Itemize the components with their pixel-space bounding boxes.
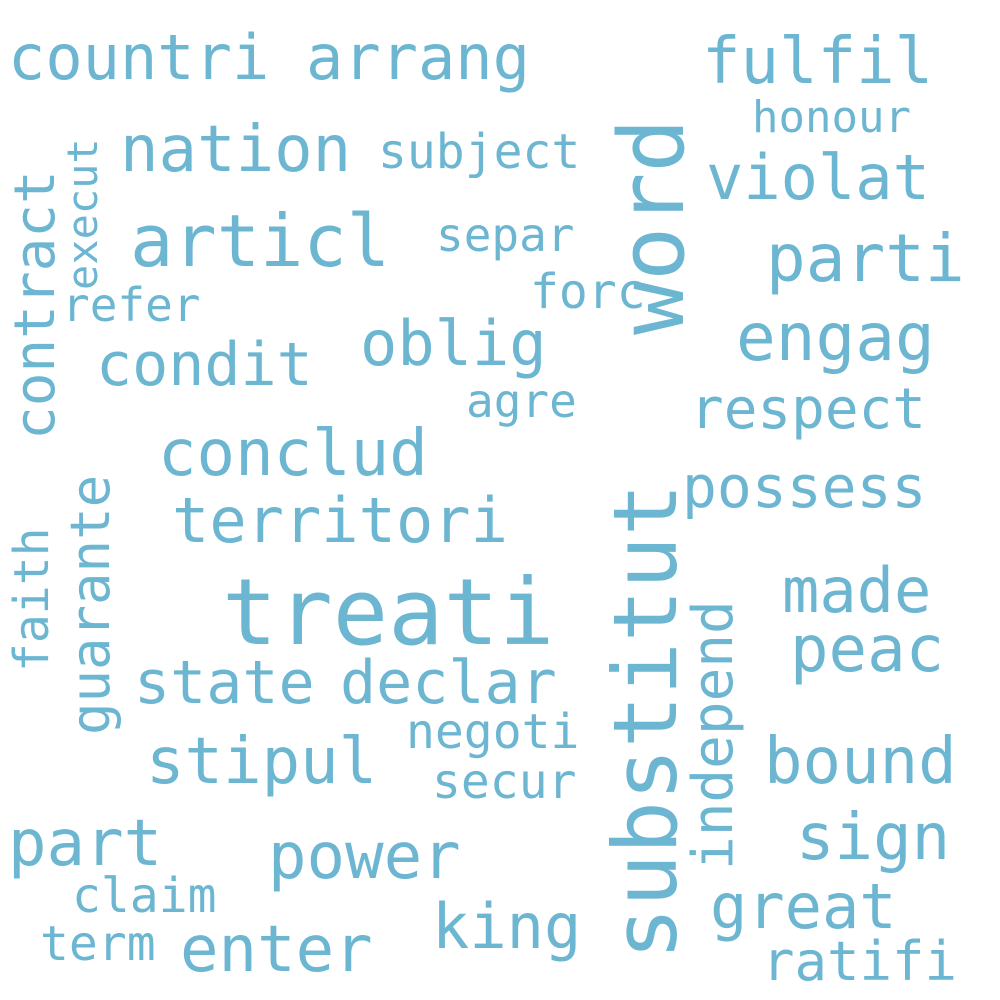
word-stipul: stipul bbox=[146, 725, 378, 799]
word-enter: enter bbox=[180, 913, 373, 987]
word-guarante: guarante bbox=[59, 474, 122, 735]
word-sign: sign bbox=[796, 801, 951, 875]
word-declar: declar bbox=[340, 648, 557, 718]
word-forc: forc bbox=[530, 264, 646, 320]
word-territori: territori bbox=[172, 484, 508, 557]
word-faith: faith bbox=[4, 527, 60, 673]
word-part: part bbox=[8, 807, 163, 881]
word-execut: execut bbox=[58, 138, 107, 290]
word-king: king bbox=[432, 890, 582, 963]
word-engag: engag bbox=[736, 299, 935, 376]
word-term: term bbox=[40, 916, 156, 972]
word-bound: bound bbox=[764, 725, 957, 799]
word-countri: countri bbox=[8, 21, 270, 94]
word-fulfil: fulfil bbox=[702, 25, 934, 99]
word-secur: secur bbox=[432, 754, 577, 810]
word-conclud: conclud bbox=[158, 417, 428, 491]
word-separ: separ bbox=[436, 208, 575, 262]
word-state: state bbox=[134, 648, 315, 718]
word-condit: condit bbox=[96, 330, 313, 400]
word-parti: parti bbox=[766, 220, 965, 297]
word-claim: claim bbox=[72, 868, 217, 924]
word-oblig: oblig bbox=[360, 307, 547, 380]
word-substitut: substitut bbox=[594, 483, 697, 960]
word-ratifi: ratifi bbox=[762, 930, 958, 993]
word-arrang: arrang bbox=[306, 21, 530, 94]
word-great: great bbox=[710, 870, 897, 943]
word-possess: possess bbox=[682, 453, 927, 521]
word-treati: treati bbox=[222, 559, 555, 666]
word-made: made bbox=[782, 554, 932, 627]
word-power: power bbox=[268, 820, 461, 894]
word-negoti: negoti bbox=[406, 704, 580, 760]
word-contract: contract bbox=[3, 170, 68, 440]
word-nation: nation bbox=[120, 113, 352, 187]
word-honour: honour bbox=[752, 92, 911, 143]
word-refer: refer bbox=[62, 278, 201, 332]
word-respect: respect bbox=[690, 377, 927, 442]
word-independ: independ bbox=[681, 600, 746, 870]
word-violat: violat bbox=[706, 141, 930, 214]
word-peac: peac bbox=[790, 613, 945, 687]
word-subject: subject bbox=[378, 124, 581, 180]
word-articl: articl bbox=[130, 199, 391, 283]
word-agre: agre bbox=[466, 374, 577, 428]
